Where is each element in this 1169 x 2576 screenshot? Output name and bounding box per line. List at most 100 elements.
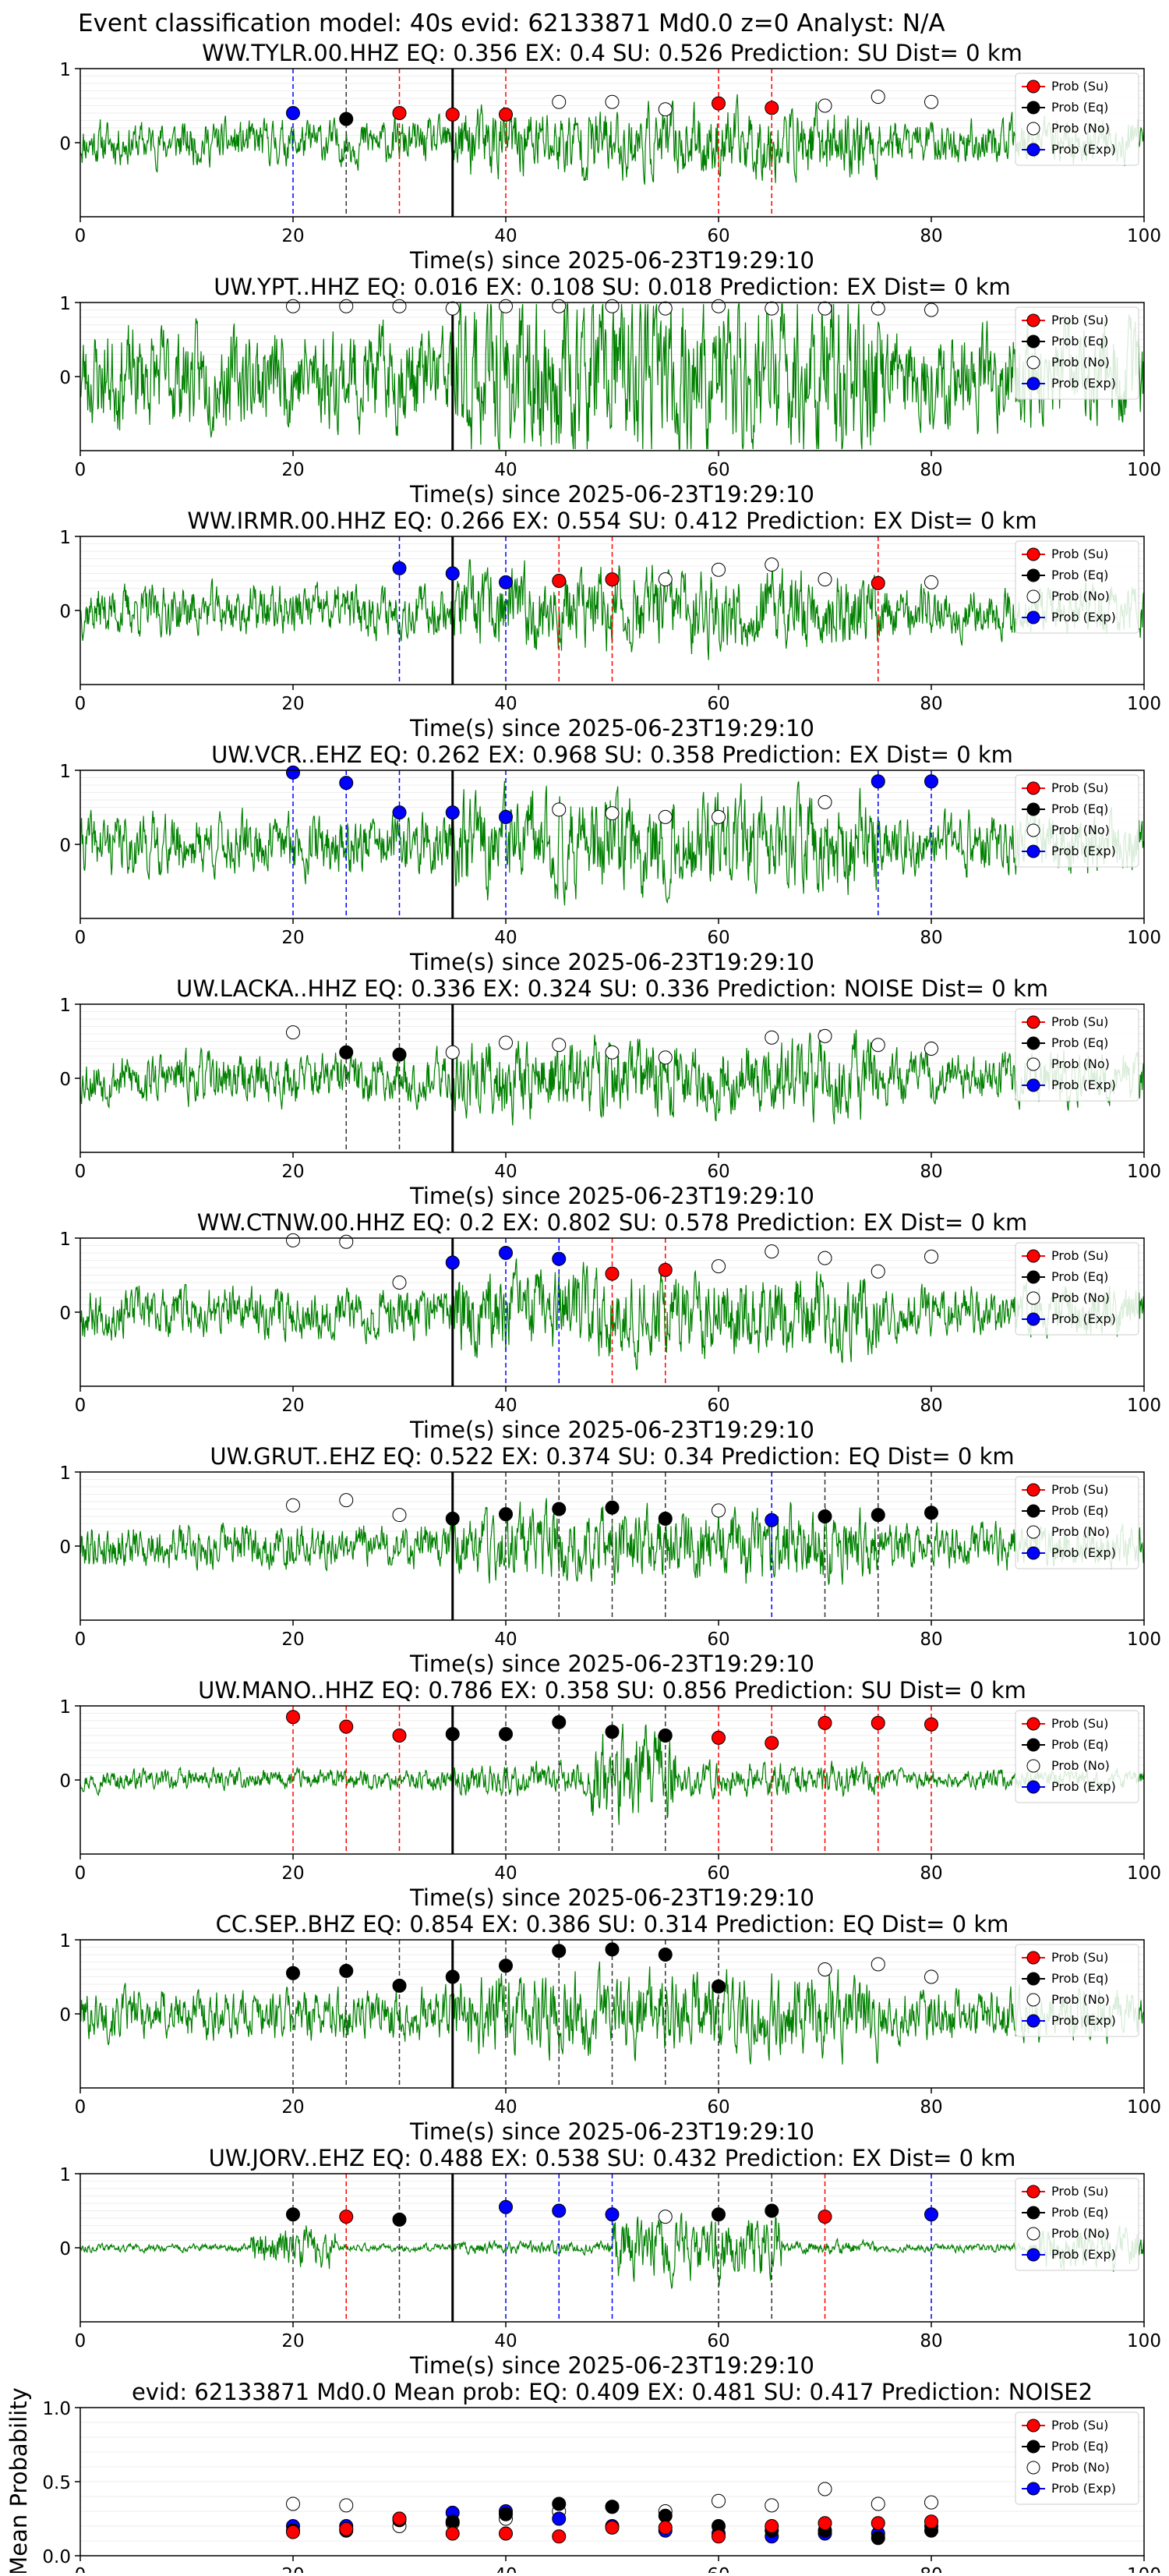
prob-point-exp xyxy=(445,566,460,581)
mean-prob-point-exp xyxy=(552,2511,567,2526)
prob-point-exp xyxy=(339,776,354,791)
y-axis-label: Mean Probability xyxy=(5,2387,32,2573)
prob-point-no xyxy=(286,1498,300,1513)
x-tick-label: 20 xyxy=(281,2097,304,2118)
legend-marker-exp xyxy=(1026,2248,1040,2262)
prob-point-exp xyxy=(445,1255,460,1270)
legend-frame xyxy=(1015,1944,1139,2037)
legend-label-su: Prob (Su) xyxy=(1051,79,1108,94)
prob-point-eq xyxy=(658,1729,673,1743)
legend-frame xyxy=(1015,2178,1139,2271)
prob-point-exp xyxy=(499,1246,513,1260)
y-tick-label: 1.0 xyxy=(42,2399,71,2419)
x-tick-label: 0 xyxy=(75,2565,87,2573)
legend-label-exp: Prob (Exp) xyxy=(1051,2013,1116,2028)
seismogram-trace xyxy=(80,1258,1144,1371)
x-tick-label: 100 xyxy=(1127,1863,1161,1884)
waveform-panel: UW.JORV..EHZ EQ: 0.488 EX: 0.538 SU: 0.4… xyxy=(59,2145,1161,2379)
legend-marker-eq xyxy=(1026,334,1040,349)
y-tick-label: 1 xyxy=(59,294,71,314)
seismogram-trace xyxy=(80,1498,1144,1585)
legend-label-su: Prob (Su) xyxy=(1051,1482,1108,1497)
prob-point-eq xyxy=(605,1500,620,1515)
x-tick-label: 60 xyxy=(707,460,729,480)
waveform-panel: UW.LACKA..HHZ EQ: 0.336 EX: 0.324 SU: 0.… xyxy=(59,975,1161,1209)
legend-frame xyxy=(1015,1476,1139,1569)
prob-point-su xyxy=(339,1719,354,1734)
legend-marker-no xyxy=(1026,2227,1040,2241)
prob-point-no xyxy=(871,90,885,104)
x-tick-label: 40 xyxy=(494,1162,517,1182)
prob-point-no xyxy=(658,2210,673,2224)
prob-point-no xyxy=(818,1962,832,1976)
x-tick-label: 80 xyxy=(920,928,942,948)
prob-point-no xyxy=(712,562,726,577)
prob-point-no xyxy=(392,299,407,313)
legend-label-eq: Prob (Eq) xyxy=(1051,1971,1108,1986)
prob-point-no xyxy=(818,1251,832,1265)
legend-label-eq: Prob (Eq) xyxy=(1051,2205,1108,2220)
prob-point-no xyxy=(765,301,779,316)
y-tick-label: 0 xyxy=(59,368,71,388)
legend-marker-eq xyxy=(1026,101,1040,115)
legend-label-eq: Prob (Eq) xyxy=(1051,1503,1108,1518)
legend-label-no: Prob (No) xyxy=(1051,589,1110,603)
y-tick-label: 1 xyxy=(59,1931,71,1951)
prob-point-no xyxy=(339,299,354,313)
legend-label-su: Prob (Su) xyxy=(1051,1716,1108,1731)
prob-point-exp xyxy=(499,809,513,824)
legend-label-no: Prob (No) xyxy=(1051,1524,1110,1539)
prob-point-no xyxy=(605,94,620,109)
x-tick-label: 80 xyxy=(920,1863,942,1884)
prob-point-exp xyxy=(924,2207,938,2222)
x-axis-label: Time(s) since 2025-06-23T19:29:10 xyxy=(409,1417,814,1443)
legend-marker-no xyxy=(1026,1525,1040,1539)
prob-point-no xyxy=(286,299,300,313)
panel-title: evid: 62133871 Md0.0 Mean prob: EQ: 0.40… xyxy=(132,2379,1093,2405)
legend-frame xyxy=(1015,2411,1139,2505)
x-tick-label: 20 xyxy=(281,226,304,246)
prob-point-exp xyxy=(392,805,407,820)
mean-prob-point-eq xyxy=(552,2496,567,2511)
mean-prob-point-eq xyxy=(499,2507,513,2521)
prob-point-no xyxy=(924,1249,938,1264)
legend-marker-su xyxy=(1026,1717,1040,1731)
x-tick-label: 20 xyxy=(281,1162,304,1182)
legend: Prob (Su) Prob (Eq) Prob (No) Prob (Exp) xyxy=(1015,1944,1139,2037)
prob-point-su xyxy=(339,2210,354,2224)
legend-frame xyxy=(1015,306,1139,400)
prob-point-exp xyxy=(552,1251,567,1266)
legend-label-exp: Prob (Exp) xyxy=(1051,2481,1116,2496)
x-tick-label: 60 xyxy=(707,1396,729,1416)
prob-point-no xyxy=(339,1234,354,1249)
prob-point-eq xyxy=(499,1727,513,1742)
prob-point-no xyxy=(712,1503,726,1518)
legend-frame xyxy=(1015,774,1139,868)
prob-point-no xyxy=(765,557,779,572)
mean-prob-point-su xyxy=(552,2529,567,2544)
prob-point-no xyxy=(871,1038,885,1053)
prob-point-su xyxy=(392,106,407,120)
prob-point-eq xyxy=(605,1725,620,1739)
seismogram-trace xyxy=(80,559,1144,660)
prob-point-no xyxy=(552,802,567,817)
prob-point-no xyxy=(445,301,460,316)
mean-prob-point-su xyxy=(658,2520,673,2535)
legend-label-eq: Prob (Eq) xyxy=(1051,1737,1108,1752)
x-tick-label: 100 xyxy=(1127,1629,1161,1650)
mean-prob-point-su xyxy=(871,2516,885,2531)
x-tick-label: 100 xyxy=(1127,694,1161,714)
x-axis-label: Time(s) since 2025-06-23T19:29:10 xyxy=(409,1183,814,1209)
prob-point-eq xyxy=(445,1969,460,1984)
x-tick-label: 100 xyxy=(1127,1162,1161,1182)
legend-label-exp: Prob (Exp) xyxy=(1051,142,1116,157)
prob-point-eq xyxy=(286,2207,300,2222)
legend-marker-no xyxy=(1026,823,1040,837)
legend-marker-exp xyxy=(1026,1078,1040,1092)
prob-point-su xyxy=(392,1729,407,1743)
x-tick-label: 60 xyxy=(707,2097,729,2118)
prob-point-su xyxy=(871,575,885,590)
x-tick-label: 60 xyxy=(707,694,729,714)
legend-label-eq: Prob (Eq) xyxy=(1051,801,1108,816)
